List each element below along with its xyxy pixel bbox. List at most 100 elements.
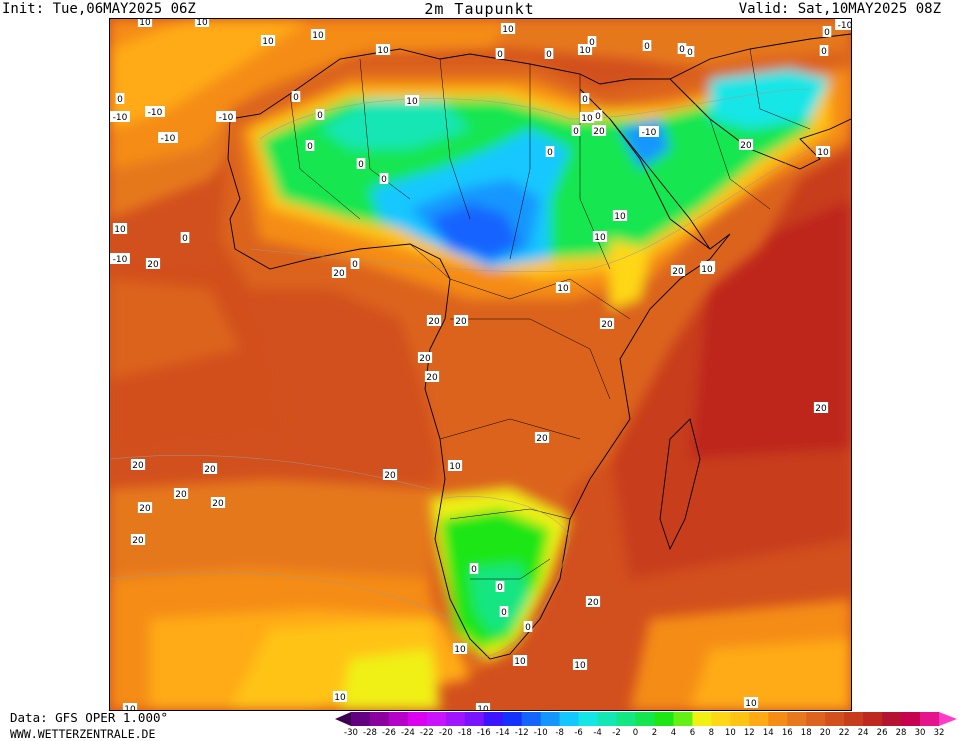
- contour-label-bg: [822, 26, 832, 37]
- legend-swatch: [863, 712, 883, 726]
- legend-swatch: [844, 712, 864, 726]
- contour-label-bg: [404, 95, 420, 106]
- contour-label-bg: [122, 703, 138, 710]
- contour-label: 10: [612, 210, 628, 222]
- contour-label-bg: [202, 463, 218, 474]
- legend-swatch: [749, 712, 769, 726]
- legend-tick-label: 6: [689, 728, 696, 738]
- contour-label-bg: [743, 697, 759, 708]
- contour-label-text: 0: [352, 260, 358, 270]
- contour-label-bg: [469, 563, 479, 574]
- contour-label-bg: [592, 231, 608, 242]
- contour-label-text: 10: [334, 693, 346, 703]
- contour-label: 10: [475, 703, 491, 710]
- legend-swatch: [578, 712, 599, 726]
- legend-tick-label: -2: [612, 728, 621, 738]
- legend-swatch: [825, 712, 845, 726]
- contour-label-bg: [447, 460, 463, 471]
- contour-label-text: 10: [124, 705, 136, 710]
- contour-label: 0: [685, 46, 695, 58]
- contour-label-text: 0: [595, 112, 601, 122]
- contour-label: 20: [417, 352, 433, 364]
- contour-label-bg: [612, 210, 628, 221]
- contour-label-bg: [417, 352, 433, 363]
- contour-label-text: 10: [377, 46, 389, 56]
- legend-tick-label: -26: [381, 728, 396, 738]
- legend-tick-label: 32: [933, 728, 945, 738]
- contour-label: -10: [216, 111, 236, 123]
- contour-label-bg: [579, 112, 595, 123]
- contour-label-text: 20: [426, 373, 438, 383]
- legend-tick-label: -8: [555, 728, 564, 738]
- contour-label-text: 20: [132, 536, 144, 546]
- contour-label-text: 20: [815, 404, 827, 414]
- contour-label-bg: [452, 643, 468, 654]
- legend-tick-label: -22: [419, 728, 434, 738]
- contour-label-text: 20: [601, 320, 613, 330]
- legend-swatch: [369, 712, 390, 726]
- legend-swatch: [730, 712, 750, 726]
- contour-label-bg: [572, 659, 588, 670]
- contour-label-bg: [815, 146, 831, 157]
- contour-label-bg: [453, 315, 469, 326]
- contour-label: 10: [592, 231, 608, 243]
- legend-swatch: [464, 712, 485, 726]
- contour-label: 0: [571, 125, 581, 137]
- contour-label: 0: [291, 91, 301, 103]
- contour-label-bg: [512, 655, 528, 666]
- contour-label-bg: [315, 109, 325, 120]
- contour-label-text: 10: [449, 462, 461, 472]
- contour-label: 10: [555, 282, 571, 294]
- contour-label-bg: [426, 315, 442, 326]
- contour-label-bg: [500, 23, 516, 34]
- legend-tick-label: 22: [838, 728, 850, 738]
- contour-label-bg: [350, 258, 360, 269]
- legend-tick-label: -6: [574, 728, 583, 738]
- contour-label: 0: [180, 232, 190, 244]
- legend-tick-label: 16: [781, 728, 793, 738]
- contour-label: 20: [670, 265, 686, 277]
- contour-label: 20: [599, 318, 615, 330]
- legend-tick-label: -28: [363, 728, 377, 738]
- contour-label-text: 0: [546, 50, 552, 60]
- legend-swatch: [673, 712, 693, 726]
- contour-label-text: 20: [384, 471, 396, 481]
- contour-label: 10: [815, 146, 831, 158]
- contour-label: 0: [495, 581, 505, 593]
- legend-swatch: [351, 712, 371, 726]
- contour-label-bg: [495, 48, 505, 59]
- contour-label-bg: [356, 158, 366, 169]
- contour-label-bg: [813, 402, 829, 413]
- legend-tick-label: 30: [914, 728, 926, 738]
- legend-swatch: [388, 712, 409, 726]
- contour-label-text: 10: [817, 148, 829, 158]
- legend-tick-label: -16: [476, 728, 491, 738]
- contour-label: 10: [447, 460, 463, 472]
- contour-label-text: -10: [113, 113, 128, 123]
- legend-tick-label: 2: [651, 728, 658, 738]
- legend-swatch: [559, 712, 580, 726]
- contour-label-text: 0: [582, 95, 588, 105]
- contour-label-text: 0: [117, 95, 123, 105]
- dewpoint-map: 10 10 10 10 10 10 10 0 0 0 0 -10 0 -10 -10 -10 0 0 0 0 0 10 0-…: [109, 18, 852, 711]
- contour-label-bg: [115, 93, 125, 104]
- legend-swatch: [787, 712, 807, 726]
- contour-label: 0: [593, 110, 603, 122]
- legend-swatch: [597, 712, 618, 726]
- contour-label-text: -10: [838, 21, 851, 31]
- contour-label: 10: [452, 643, 468, 655]
- contour-label: 0: [350, 258, 360, 270]
- contour-label-bg: [375, 44, 391, 55]
- contour-label: 20: [534, 432, 550, 444]
- contour-label-bg: [332, 691, 348, 702]
- contour-label: -10: [158, 132, 178, 144]
- legend-swatch: [882, 712, 902, 726]
- legend-swatch: [920, 712, 940, 726]
- legend-swatch: [768, 712, 788, 726]
- contour-label-bg: [599, 318, 615, 329]
- contour-label: 10: [699, 263, 715, 275]
- contour-label-text: 0: [589, 38, 595, 48]
- contour-label-bg: [585, 596, 601, 607]
- contour-label: 0: [677, 43, 687, 55]
